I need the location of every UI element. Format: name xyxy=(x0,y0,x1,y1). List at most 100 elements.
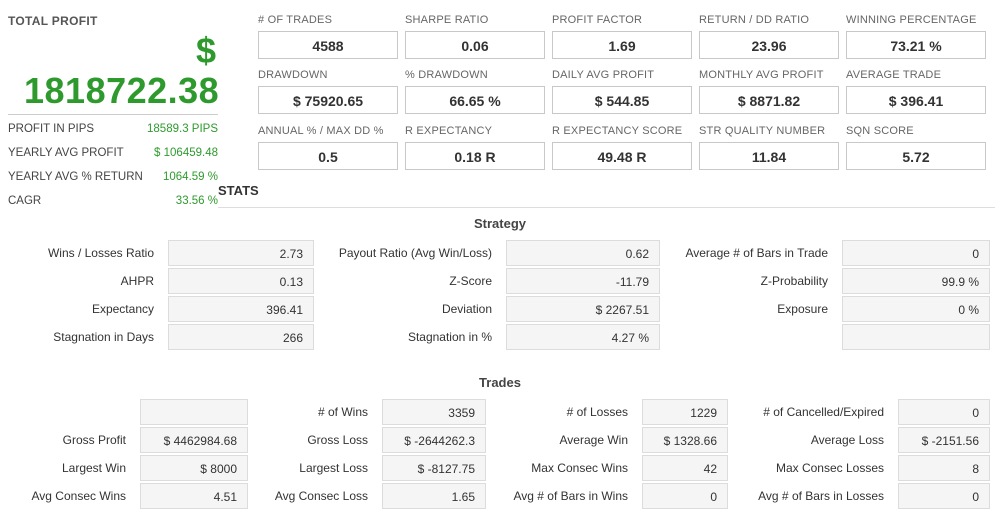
trades-label: Avg # of Bars in Wins xyxy=(513,489,629,503)
trades-label: Largest Win xyxy=(61,461,126,475)
trades-value: 4.51 xyxy=(140,483,248,509)
strategy-value: 0 % xyxy=(842,296,990,322)
trades-value: 0 xyxy=(642,483,728,509)
metric-card: % DRAWDOWN 66.65 % xyxy=(405,68,545,114)
strategy-value xyxy=(842,324,990,350)
metric-label: WINNING PERCENTAGE xyxy=(846,14,977,26)
trades-label xyxy=(0,399,126,425)
metric-card: SHARPE RATIO 0.06 xyxy=(405,13,545,59)
trades-label: Average Loss xyxy=(810,433,884,447)
yearly-avg-return-row: YEARLY AVG % RETURN 1064.59 % xyxy=(8,168,218,186)
metric-label: DRAWDOWN xyxy=(258,69,328,81)
metric-label: R EXPECTANCY SCORE xyxy=(552,125,683,137)
total-profit-divider xyxy=(8,114,218,115)
metric-value: 11.84 xyxy=(699,142,839,170)
metric-label: MONTHLY AVG PROFIT xyxy=(699,69,824,81)
trades-value: 0 xyxy=(898,483,990,509)
strategy-label: Deviation xyxy=(441,302,492,316)
strategy-label: Expectancy xyxy=(91,302,154,316)
metric-value: $ 8871.82 xyxy=(699,86,839,114)
strategy-label: Stagnation in Days xyxy=(53,330,154,344)
yearly-avg-profit-row: YEARLY AVG PROFIT $ 106459.48 xyxy=(8,144,218,162)
strategy-value: -11.79 xyxy=(506,268,660,294)
metric-card: STR QUALITY NUMBER 11.84 xyxy=(699,124,839,170)
trades-value: $ -8127.75 xyxy=(382,455,486,481)
metric-label: R EXPECTANCY xyxy=(405,125,493,137)
trades-value: 42 xyxy=(642,455,728,481)
yearly-avg-profit-value: $ 106459.48 xyxy=(154,147,218,159)
metric-value: 23.96 xyxy=(699,31,839,59)
metric-value: 5.72 xyxy=(846,142,986,170)
metric-label: STR QUALITY NUMBER xyxy=(699,125,826,137)
metric-card: ANNUAL % / MAX DD % 0.5 xyxy=(258,124,398,170)
metric-label: SHARPE RATIO xyxy=(405,14,489,26)
metric-value: 0.06 xyxy=(405,31,545,59)
metric-card: DRAWDOWN $ 75920.65 xyxy=(258,68,398,114)
yearly-avg-return-label: YEARLY AVG % RETURN xyxy=(8,171,143,183)
currency-symbol: $ xyxy=(196,30,217,71)
trades-value: $ -2151.56 xyxy=(898,427,990,453)
metric-card: MONTHLY AVG PROFIT $ 8871.82 xyxy=(699,68,839,114)
trades-label: # of Losses xyxy=(566,405,628,419)
strategy-value: $ 2267.51 xyxy=(506,296,660,322)
stats-title: STATS xyxy=(218,183,259,198)
strategy-value: 0.62 xyxy=(506,240,660,266)
strategy-label: Z-Probability xyxy=(760,274,828,288)
metric-label: # OF TRADES xyxy=(258,14,333,26)
strategy-title: Strategy xyxy=(473,216,527,231)
strategy-label xyxy=(660,324,828,350)
cagr-value: 33.56 % xyxy=(175,195,218,207)
trades-value: 0 xyxy=(898,399,990,425)
total-profit-title: TOTAL PROFIT xyxy=(8,14,98,28)
metric-card: R EXPECTANCY 0.18 R xyxy=(405,124,545,170)
trades-value: $ 1328.66 xyxy=(642,427,728,453)
strategy-value: 2.73 xyxy=(168,240,314,266)
metric-value: $ 544.85 xyxy=(552,86,692,114)
trades-value: $ 4462984.68 xyxy=(140,427,248,453)
metric-value: $ 75920.65 xyxy=(258,86,398,114)
metric-label: PROFIT FACTOR xyxy=(552,14,643,26)
strategy-value: 396.41 xyxy=(168,296,314,322)
trades-label: Gross Profit xyxy=(62,433,126,447)
metric-card: R EXPECTANCY SCORE 49.48 R xyxy=(552,124,692,170)
cagr-row: CAGR 33.56 % xyxy=(8,192,218,210)
trades-value: 3359 xyxy=(382,399,486,425)
trades-label: Max Consec Wins xyxy=(531,461,628,475)
metric-value: 1.69 xyxy=(552,31,692,59)
profit-in-pips-label: PROFIT IN PIPS xyxy=(8,123,95,135)
yearly-avg-return-value: 1064.59 % xyxy=(163,171,218,183)
trades-label: Avg Consec Wins xyxy=(31,489,126,503)
trades-title: Trades xyxy=(479,375,521,390)
metric-value: 66.65 % xyxy=(405,86,545,114)
metric-label: DAILY AVG PROFIT xyxy=(552,69,655,81)
trades-label: Gross Loss xyxy=(307,433,368,447)
profit-in-pips-row: PROFIT IN PIPS 18589.3 PIPS xyxy=(8,120,218,138)
strategy-value: 0 xyxy=(842,240,990,266)
metric-label: % DRAWDOWN xyxy=(405,69,488,81)
stats-divider xyxy=(218,207,995,208)
trades-label: Average Win xyxy=(559,433,628,447)
strategy-value: 0.13 xyxy=(168,268,314,294)
strategy-label: Exposure xyxy=(777,302,828,316)
total-profit-amount: 1818722.38 xyxy=(24,70,220,111)
metric-value: 0.5 xyxy=(258,142,398,170)
strategy-label: Wins / Losses Ratio xyxy=(47,246,154,260)
metric-value: 4588 xyxy=(258,31,398,59)
metric-card: RETURN / DD RATIO 23.96 xyxy=(699,13,839,59)
strategy-label: Average # of Bars in Trade xyxy=(685,246,828,260)
strategy-label: Z-Score xyxy=(449,274,492,288)
trades-label: Avg # of Bars in Losses xyxy=(758,489,884,503)
trades-label: Avg Consec Loss xyxy=(274,489,368,503)
metric-card: WINNING PERCENTAGE 73.21 % xyxy=(846,13,986,59)
metric-label: RETURN / DD RATIO xyxy=(699,14,810,26)
trades-value: 8 xyxy=(898,455,990,481)
trades-value xyxy=(140,399,248,425)
metric-label: SQN SCORE xyxy=(846,125,914,137)
trades-label: Max Consec Losses xyxy=(775,461,884,475)
strategy-value: 99.9 % xyxy=(842,268,990,294)
profit-in-pips-value: 18589.3 PIPS xyxy=(147,123,218,135)
metric-card: PROFIT FACTOR 1.69 xyxy=(552,13,692,59)
metric-card: SQN SCORE 5.72 xyxy=(846,124,986,170)
metric-card: # OF TRADES 4588 xyxy=(258,13,398,59)
strategy-value: 4.27 % xyxy=(506,324,660,350)
